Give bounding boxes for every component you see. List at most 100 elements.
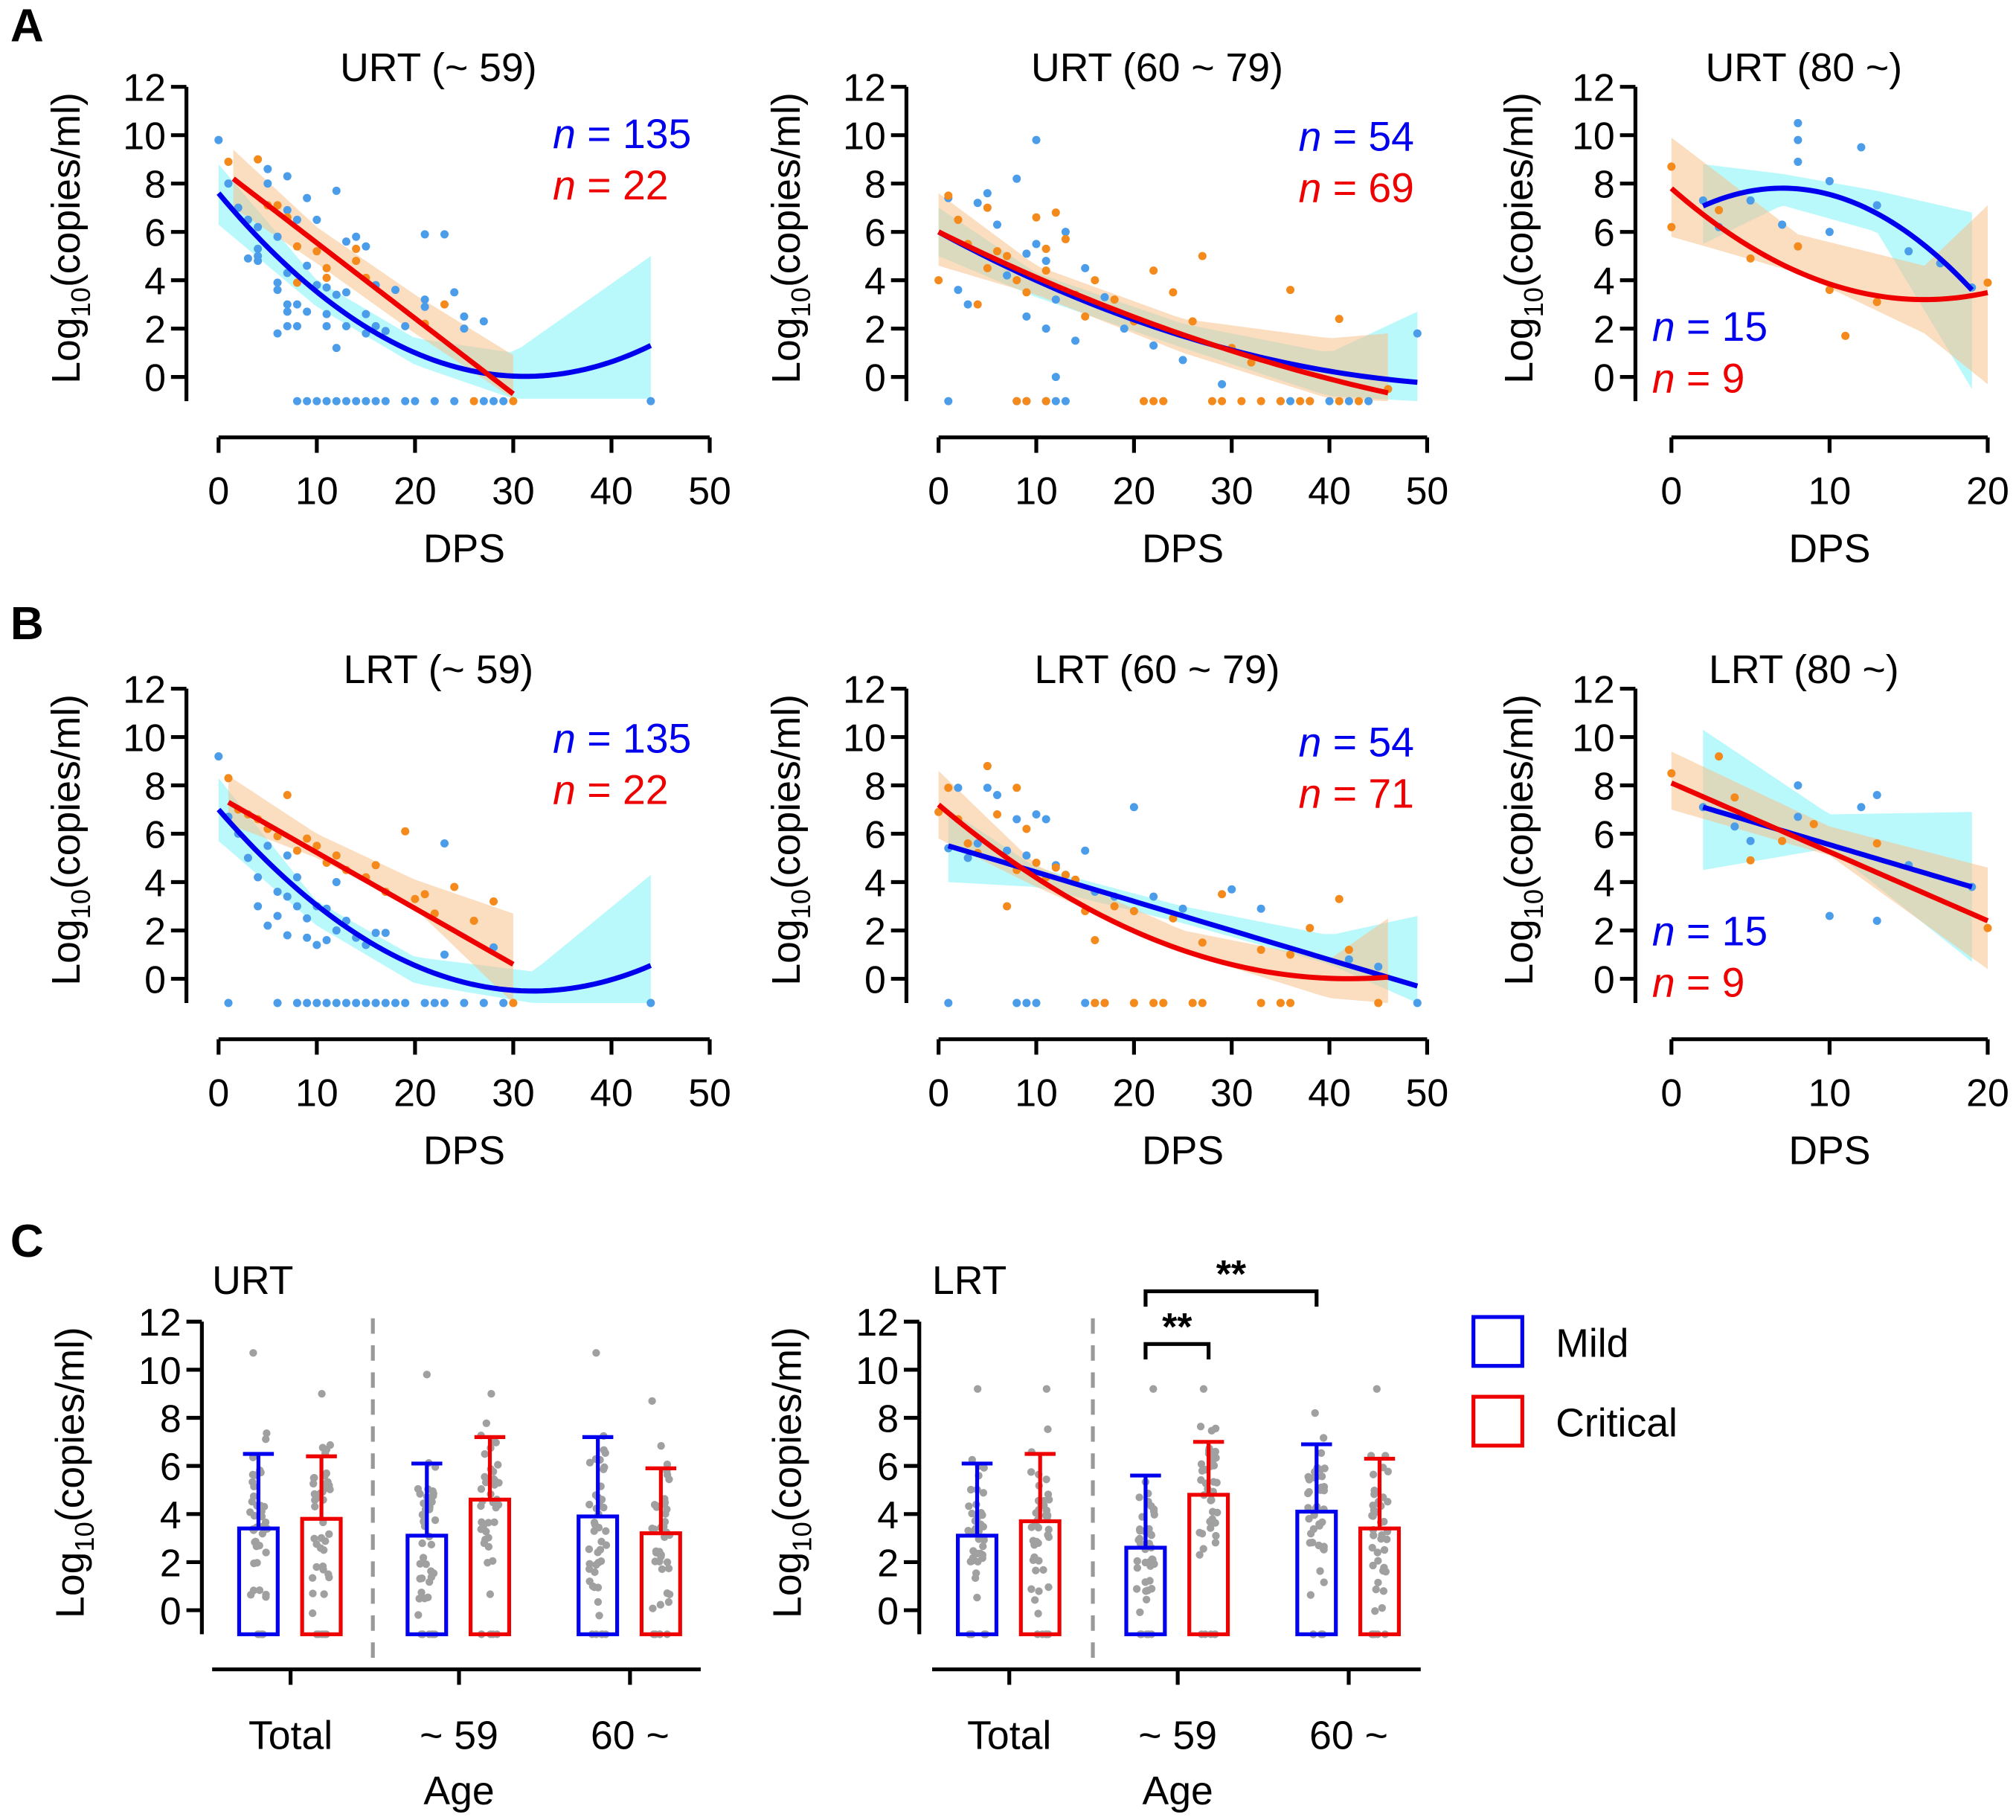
mild-bar [1295, 1509, 1338, 1636]
individual-point [585, 1458, 594, 1467]
y-tick-label: 10 [843, 115, 886, 158]
y-tick-label: 12 [1572, 66, 1615, 109]
x-tick-label: 0 [928, 470, 949, 513]
y-axis-label: Log10(copies/ml) [45, 92, 96, 384]
mild-data-point [292, 873, 301, 882]
critical-data-point [509, 397, 518, 406]
mild-data-point [1413, 329, 1422, 338]
individual-point [249, 1586, 258, 1595]
critical-confidence-band [233, 150, 513, 399]
y-label-rest: (copies/ml) [766, 1327, 810, 1522]
individual-point [1027, 1468, 1036, 1476]
individual-point [1027, 1523, 1036, 1531]
significance-label: ** [1216, 1252, 1247, 1295]
mild-data-point [273, 999, 282, 1007]
mild-data-point [283, 931, 292, 940]
x-tick-label: 30 [1210, 1071, 1253, 1115]
mild-data-point [499, 999, 508, 1007]
individual-point [321, 1537, 330, 1545]
panel-letter-B: B [10, 598, 44, 650]
y-tick-label: 12 [843, 668, 886, 711]
y-tick-label: 4 [1593, 862, 1615, 905]
mild-data-point [254, 244, 263, 253]
mild-data-point [1872, 201, 1881, 210]
mild-data-point [1344, 397, 1353, 406]
mild-data-point [1012, 999, 1021, 1007]
critical-data-point [1091, 999, 1100, 1007]
individual-point [602, 1527, 610, 1535]
individual-point [1317, 1449, 1326, 1458]
individual-point [312, 1563, 321, 1571]
individual-point [591, 1520, 600, 1529]
mild-data-point [263, 179, 272, 188]
critical-data-point [224, 157, 233, 166]
individual-point [1378, 1531, 1386, 1539]
y-tick-label: 4 [877, 1493, 899, 1537]
individual-point [1198, 1529, 1207, 1538]
critical-data-point [254, 155, 263, 164]
critical-fit-line [1669, 186, 1988, 303]
significance-bracket [1143, 1289, 1319, 1307]
mild-data-point [371, 999, 380, 1007]
mild-data-point [420, 999, 429, 1007]
critical-data-point [1169, 288, 1178, 297]
mild-data-point [292, 397, 301, 406]
critical-data-point [1022, 397, 1031, 406]
n-value: = 9 [1675, 960, 1745, 1006]
mild-data-point [292, 300, 301, 309]
mild-data-point [371, 929, 380, 938]
mild-data-point [371, 397, 380, 406]
critical-data-point [934, 276, 943, 285]
mild-data-point [992, 790, 1002, 800]
critical-data-point [1667, 162, 1676, 171]
individual-point [427, 1540, 436, 1549]
y-tick-label: 4 [144, 862, 166, 905]
critical-data-point [420, 890, 429, 899]
individual-point [968, 1509, 976, 1518]
individual-point [665, 1590, 674, 1598]
mild-n-label: n = 54 [1299, 113, 1414, 159]
panel-title: LRT (80 ~) [1709, 648, 1899, 692]
mild-data-point [341, 999, 351, 1007]
individual-point [262, 1590, 270, 1599]
mild-data-point [460, 324, 469, 333]
y-label-subscript: 10 [65, 287, 96, 317]
mild-data-point [292, 999, 301, 1007]
individual-point [318, 1390, 326, 1398]
mild-data-point [944, 999, 953, 1007]
mild-data-point [1364, 397, 1373, 406]
individual-point [1370, 1486, 1378, 1495]
mild-data-point [283, 851, 292, 860]
critical-n-label: n = 69 [1299, 165, 1414, 211]
critical-confidence-band [1671, 752, 1988, 970]
critical-data-point [1091, 935, 1100, 945]
individual-point [1150, 1510, 1158, 1519]
individual-point [980, 1536, 988, 1544]
critical-data-point [1825, 286, 1834, 295]
mild-data-point [1041, 815, 1050, 824]
critical-data-point [1374, 999, 1383, 1007]
individual-point [250, 1482, 258, 1491]
critical-fit-line [227, 800, 515, 967]
critical-data-point [1051, 208, 1060, 217]
critical-data-point [1746, 856, 1755, 865]
individual-point [417, 1589, 426, 1597]
individual-point [1374, 1578, 1382, 1587]
mild-data-point [401, 321, 410, 330]
mild-data-point [224, 179, 233, 188]
mild-data-point [646, 397, 655, 406]
mild-data-point [391, 999, 400, 1007]
individual-point [1207, 1426, 1216, 1435]
mild-data-point [254, 257, 263, 266]
y-tick-label: 2 [1593, 909, 1615, 952]
mild-data-point [1081, 263, 1090, 272]
mild-data-point [1227, 885, 1236, 894]
y-tick-label: 4 [144, 260, 166, 303]
mild-data-point [312, 941, 321, 949]
individual-point [1207, 1496, 1215, 1505]
mild-data-point [322, 397, 331, 406]
individual-point [1319, 1545, 1328, 1553]
x-axis-label: DPS [1788, 1129, 1870, 1173]
individual-point [1039, 1566, 1047, 1574]
critical-data-point [352, 244, 361, 253]
